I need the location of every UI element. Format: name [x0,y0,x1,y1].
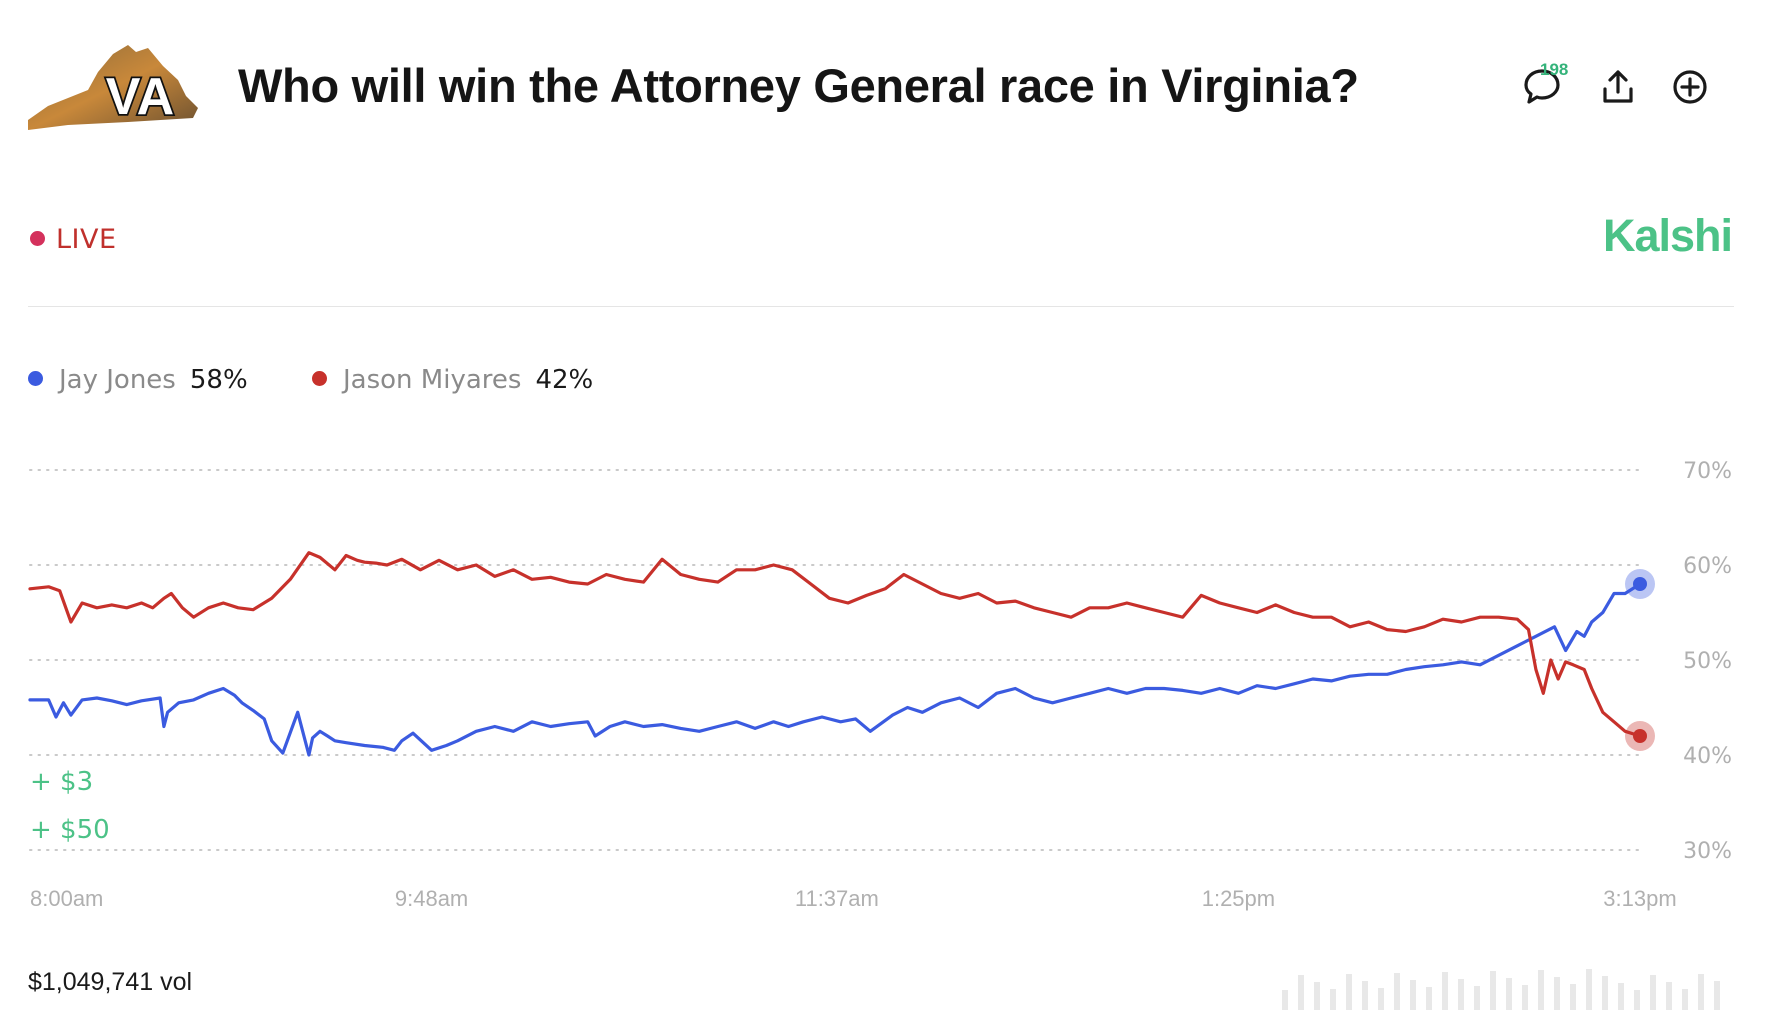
legend-item-jay-jones[interactable]: Jay Jones 58% [28,365,248,395]
legend-name: Jay Jones [59,365,176,395]
legend-dot-icon [28,371,43,386]
x-axis-ticks: 8:00am 9:48am 11:37am 1:25pm 3:13pm [30,886,1677,911]
divider [28,306,1734,307]
y-tick-label: 50% [1683,649,1732,674]
watermark-bar [1314,982,1320,1010]
watermark-decoration [1282,969,1720,1010]
watermark-bar [1506,978,1512,1010]
volume-label: $1,049,741 vol [28,968,193,996]
watermark-bar [1442,972,1448,1010]
legend-percent: 58% [189,365,248,395]
live-label: LIVE [56,224,117,255]
watermark-bar [1330,989,1336,1010]
header-actions: 198 [1472,55,1772,125]
y-tick-label: 30% [1683,839,1732,864]
watermark-bar [1458,979,1464,1010]
y-tick-label: 70% [1683,459,1732,484]
watermark-bar [1474,986,1480,1010]
y-tick-label: 60% [1683,554,1732,579]
watermark-bar [1298,975,1304,1010]
watermark-bar [1426,987,1432,1010]
watermark-bar [1634,990,1640,1010]
legend-percent: 42% [535,365,594,395]
page-title: Who will win the Attorney General race i… [238,59,1359,112]
watermark-bar [1554,977,1560,1010]
series-line-jay-jones [28,582,1642,757]
comment-button[interactable]: 198 [1520,60,1568,109]
add-circle-icon [1673,70,1707,104]
watermark-bar [1410,980,1416,1010]
series-end-dot-jason-miyares [1633,729,1647,743]
watermark-bar [1522,985,1528,1010]
legend-item-jason-miyares[interactable]: Jason Miyares 42% [312,365,593,395]
trade-annotation: + $3 [30,767,93,797]
series-line-jason-miyares [28,551,1642,738]
trade-annotations: + $3 + $50 [30,767,110,845]
price-history-chart[interactable]: 70% 60% 50% 40% 30% 8:00am 9:48am 11:37am 1:25p… [0,440,1772,920]
x-tick-label: 9:48am [395,886,468,911]
watermark-bar [1378,988,1384,1010]
watermark-bar [1666,982,1672,1010]
x-tick-label: 3:13pm [1603,886,1676,911]
watermark-bar [1602,976,1608,1010]
share-button[interactable] [1596,65,1640,109]
x-tick-label: 11:37am [795,886,879,911]
watermark-bar [1490,971,1496,1010]
y-axis-ticks: 70% 60% 50% 40% 30% [1683,459,1732,864]
virginia-state-icon: VA [28,45,198,130]
watermark-bar [1682,989,1688,1010]
y-tick-label: 40% [1683,744,1732,769]
watermark-bar [1650,975,1656,1010]
x-tick-label: 8:00am [30,886,103,911]
watermark-bar [1538,970,1544,1010]
watermark-bar [1714,981,1720,1010]
watermark-bar [1282,990,1288,1010]
watermark-bar [1698,974,1704,1010]
market-header: VA Who will win the Attorney General rac… [0,0,1772,180]
chart-series [28,551,1655,757]
watermark-bar [1586,969,1592,1010]
share-upload-icon [1603,70,1633,103]
x-tick-label: 1:25pm [1202,886,1275,911]
trade-annotation: + $50 [30,815,110,845]
add-to-watchlist-button[interactable] [1668,65,1712,109]
watermark-bar [1394,973,1400,1010]
chart-gridlines [29,469,1641,851]
legend-name: Jason Miyares [343,365,522,395]
watermark-bar [1362,981,1368,1010]
legend-dot-icon [312,371,327,386]
brand-logo[interactable]: Kalshi [1602,210,1733,261]
comment-icon [1524,69,1560,104]
series-end-dot-jay-jones [1633,577,1647,591]
live-dot-icon [30,231,45,246]
watermark-bar [1618,983,1624,1010]
virginia-shape [28,45,198,130]
watermark-bar [1570,984,1576,1010]
watermark-bar [1346,974,1352,1010]
comment-count: 198 [1540,60,1569,79]
state-label: VA [106,68,174,126]
